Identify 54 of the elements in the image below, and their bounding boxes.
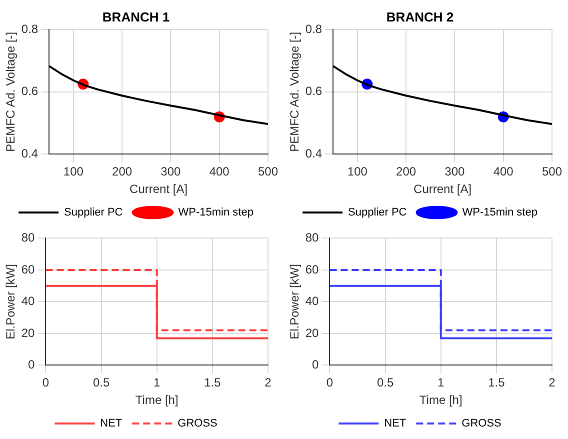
x-axis-title: Time [h]	[419, 393, 462, 408]
legend-label: WP-15min step	[462, 206, 538, 219]
y-tick-label: 0.4	[305, 146, 322, 161]
y-tick-label: 0.4	[21, 146, 38, 161]
y-axis-title: PEMFC Ad. Voltage [-]	[288, 32, 302, 152]
y-axis-title: El.Power [kW]	[288, 264, 302, 340]
x-tick-label: 0.5	[376, 376, 394, 390]
x-tick-label: 500	[258, 164, 278, 179]
x-tick-label: 1	[154, 376, 161, 390]
y-tick-label: 0.6	[305, 84, 322, 98]
x-tick-label: 1.5	[488, 376, 506, 390]
y-tick-label: 0.8	[305, 22, 322, 36]
x-tick-label: 200	[112, 164, 132, 179]
y-tick-label: 40	[21, 294, 36, 308]
y-tick-label: 20	[21, 326, 36, 340]
y-tick-label: 80	[305, 230, 320, 245]
x-axis-title: Current [A]	[414, 182, 472, 196]
y-tick-label: 0	[312, 358, 320, 372]
chart-title: BRANCH 1	[102, 9, 170, 24]
legend-label: Supplier PC	[64, 206, 123, 219]
x-tick-label: 300	[444, 164, 466, 179]
x-tick-label: 400	[493, 164, 514, 179]
x-tick-label: 400	[209, 164, 230, 179]
x-tick-label: 2	[264, 376, 272, 390]
x-tick-label: 300	[160, 164, 182, 179]
legend-label: NET	[100, 418, 122, 430]
x-tick-label: 0	[42, 376, 50, 390]
y-tick-label: 60	[305, 262, 320, 276]
legend-label: WP-15min step	[178, 206, 254, 219]
x-tick-label: 100	[63, 164, 84, 179]
x-axis-title: Time [h]	[135, 393, 178, 408]
x-tick-label: 0.5	[92, 376, 110, 390]
y-axis-title: El.Power [kW]	[4, 264, 18, 340]
legend-label: NET	[384, 418, 406, 430]
y-tick-label: 40	[305, 294, 320, 308]
y-tick-label: 0.8	[21, 22, 38, 36]
legend-label: GROSS	[462, 418, 502, 430]
y-tick-label: 80	[21, 230, 36, 245]
x-axis-title: Current [A]	[130, 182, 188, 196]
x-tick-label: 0	[326, 376, 334, 390]
x-tick-label: 200	[396, 164, 416, 179]
y-tick-label: 60	[21, 262, 36, 276]
x-tick-label: 1	[438, 376, 445, 390]
legend-label: Supplier PC	[348, 206, 407, 219]
x-tick-label: 100	[347, 164, 368, 179]
y-axis-title: PEMFC Ad. Voltage [-]	[4, 32, 18, 152]
chart-title: BRANCH 2	[386, 9, 454, 24]
y-tick-label: 0	[28, 358, 36, 372]
x-tick-label: 2	[548, 376, 556, 390]
y-tick-label: 0.6	[21, 84, 38, 98]
y-tick-label: 20	[305, 326, 320, 340]
x-tick-label: 500	[542, 164, 562, 179]
legend-label: GROSS	[178, 418, 218, 430]
x-tick-label: 1.5	[204, 376, 222, 390]
